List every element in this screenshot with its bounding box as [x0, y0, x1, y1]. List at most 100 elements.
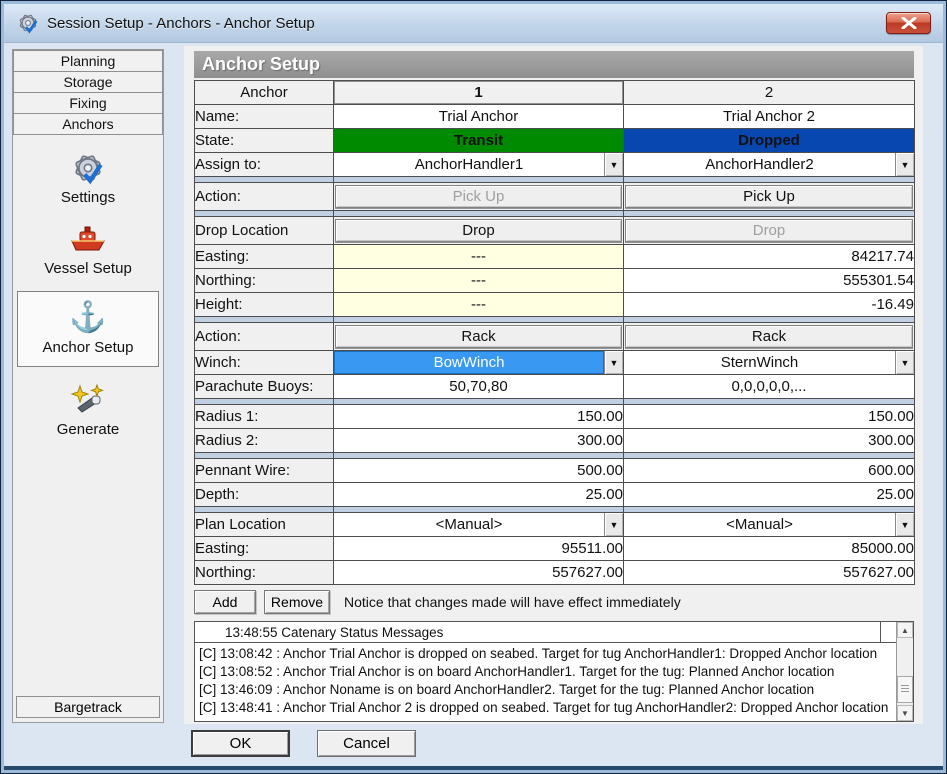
rack-button-2[interactable]: Rack — [625, 325, 913, 348]
depth-field-1[interactable]: 25.00 — [333, 482, 624, 507]
sidebar-tab-fixing[interactable]: Fixing — [13, 92, 163, 114]
plan-location-dropdown-1[interactable]: <Manual> ▼ — [334, 513, 623, 536]
row-label: State: — [194, 128, 334, 153]
buoys-field-1[interactable]: 50,70,80 — [333, 374, 624, 399]
drop-button-2: Drop — [625, 219, 913, 242]
add-button[interactable]: Add — [194, 590, 256, 614]
tugboat-icon — [13, 221, 163, 257]
log-header: 13:48:55 Catenary Status Messages — [195, 622, 880, 643]
table-row-action-pickup: Action: Pick Up Pick Up — [194, 182, 915, 211]
assign-to-dropdown-2[interactable]: AnchorHandler2 ▼ — [624, 153, 914, 176]
radius1-field-2[interactable]: 150.00 — [623, 404, 915, 429]
plan-easting-1[interactable]: 95511.00 — [333, 536, 624, 561]
radius2-field-1[interactable]: 300.00 — [333, 428, 624, 453]
sidebar-tab-planning[interactable]: Planning — [13, 50, 163, 72]
sidebar-tab-label: Bargetrack — [54, 699, 122, 715]
table-row-name: Name: Trial Anchor Trial Anchor 2 — [194, 104, 915, 129]
plan-location-dropdown-2[interactable]: <Manual> ▼ — [624, 513, 914, 536]
table-row-state: State: Transit Dropped — [194, 128, 915, 153]
remove-button[interactable]: Remove — [264, 590, 330, 614]
table-row-parachute-buoys: Parachute Buoys: 50,70,80 0,0,0,0,0,... — [194, 374, 915, 399]
column-header-2[interactable]: 2 — [623, 80, 915, 105]
chevron-down-icon[interactable]: ▼ — [604, 513, 623, 536]
row-label: Northing: — [194, 268, 334, 293]
table-row-drop-easting: Easting: --- 84217.74 — [194, 244, 915, 269]
sidebar-item-settings[interactable]: Settings — [13, 150, 163, 206]
column-header-anchor: Anchor — [194, 80, 334, 105]
row-label: Northing: — [194, 560, 334, 585]
winch-dropdown-2[interactable]: SternWinch ▼ — [624, 351, 914, 374]
winch-dropdown-1[interactable]: BowWinch ▼ — [334, 351, 623, 374]
sidebar-item-vessel-setup[interactable]: Vessel Setup — [13, 221, 163, 277]
scroll-down-icon[interactable]: ▼ — [897, 705, 913, 721]
row-label: Depth: — [194, 482, 334, 507]
column-header-1[interactable]: 1 — [333, 80, 624, 105]
drop-button-1[interactable]: Drop — [335, 219, 622, 242]
pickup-button-1: Pick Up — [335, 185, 622, 208]
plan-northing-2[interactable]: 557627.00 — [623, 560, 915, 585]
row-label: Radius 1: — [194, 404, 334, 429]
drop-height-1: --- — [333, 292, 624, 317]
name-field-2[interactable]: Trial Anchor 2 — [623, 104, 915, 129]
table-row-drop-height: Height: --- -16.49 — [194, 292, 915, 317]
page-title: Anchor Setup — [194, 51, 914, 78]
ok-button[interactable]: OK — [191, 730, 290, 757]
sidebar-item-anchor-setup[interactable]: ⚓ Anchor Setup — [17, 291, 159, 367]
table-row-radius1: Radius 1: 150.00 150.00 — [194, 404, 915, 429]
cancel-button[interactable]: Cancel — [317, 730, 416, 757]
plan-easting-2[interactable]: 85000.00 — [623, 536, 915, 561]
chevron-down-icon[interactable]: ▼ — [895, 153, 914, 176]
row-label: Height: — [194, 292, 334, 317]
sidebar-item-generate[interactable]: Generate — [13, 382, 163, 438]
app-gear-icon — [19, 14, 38, 34]
sidebar-tab-label: Storage — [63, 74, 113, 90]
scroll-up-icon[interactable]: ▲ — [897, 622, 913, 638]
pickup-button-2[interactable]: Pick Up — [625, 185, 913, 208]
table-row-plan-location: Plan Location <Manual> ▼ <Manual> ▼ — [194, 512, 915, 537]
row-label: Parachute Buoys: — [194, 374, 334, 399]
pennant-field-1[interactable]: 500.00 — [333, 458, 624, 483]
chevron-down-icon[interactable]: ▼ — [895, 513, 914, 536]
sidebar-tab-bargetrack[interactable]: Bargetrack — [16, 696, 160, 718]
chevron-down-icon[interactable]: ▼ — [895, 351, 914, 374]
table-row-pennant-wire: Pennant Wire: 500.00 600.00 — [194, 458, 915, 483]
row-label: Radius 2: — [194, 428, 334, 453]
window-title: Session Setup - Anchors - Anchor Setup — [47, 14, 315, 32]
pennant-field-2[interactable]: 600.00 — [623, 458, 915, 483]
close-button[interactable] — [886, 12, 931, 34]
assign-to-dropdown-1[interactable]: AnchorHandler1 ▼ — [334, 153, 623, 176]
log-line: [C] 13:08:52 : Anchor Trial Anchor is on… — [199, 664, 835, 679]
row-label: Drop Location — [194, 216, 334, 245]
dropdown-value: AnchorHandler2 — [624, 153, 895, 176]
depth-field-2[interactable]: 25.00 — [623, 482, 915, 507]
sidebar-tab-storage[interactable]: Storage — [13, 71, 163, 93]
log-lines: [C] 13:08:42 : Anchor Trial Anchor is dr… — [195, 643, 895, 717]
sidebar-tab-anchors[interactable]: Anchors — [13, 113, 163, 135]
drop-northing-1: --- — [333, 268, 624, 293]
log-line: [C] 13:46:09 : Anchor Noname is on board… — [199, 682, 815, 697]
row-label: Pennant Wire: — [194, 458, 334, 483]
table-row-assign: Assign to: AnchorHandler1 ▼ AnchorHandle… — [194, 152, 915, 177]
log-scrollbar[interactable]: ▲ ▼ — [896, 622, 913, 721]
settings-gear-icon — [13, 150, 163, 186]
log-header-spacer — [880, 622, 896, 643]
row-label: Action: — [194, 322, 334, 351]
dropdown-value: SternWinch — [624, 351, 895, 374]
rack-button-1[interactable]: Rack — [335, 325, 622, 348]
sidebar-tab-label: Planning — [60, 53, 116, 69]
row-label: Name: — [194, 104, 334, 129]
chevron-down-icon[interactable]: ▼ — [604, 351, 623, 374]
radius2-field-2[interactable]: 300.00 — [623, 428, 915, 453]
buoys-field-2[interactable]: 0,0,0,0,0,... — [623, 374, 915, 399]
dropdown-value: <Manual> — [334, 513, 604, 536]
chevron-down-icon[interactable]: ▼ — [604, 153, 623, 176]
table-row-radius2: Radius 2: 300.00 300.00 — [194, 428, 915, 453]
dropdown-value: AnchorHandler1 — [334, 153, 604, 176]
radius1-field-1[interactable]: 150.00 — [333, 404, 624, 429]
row-label: Action: — [194, 182, 334, 211]
scrollbar-thumb[interactable] — [897, 676, 913, 703]
plan-northing-1[interactable]: 557627.00 — [333, 560, 624, 585]
name-field-1[interactable]: Trial Anchor — [333, 104, 624, 129]
table-row-plan-northing: Northing: 557627.00 557627.00 — [194, 560, 915, 585]
